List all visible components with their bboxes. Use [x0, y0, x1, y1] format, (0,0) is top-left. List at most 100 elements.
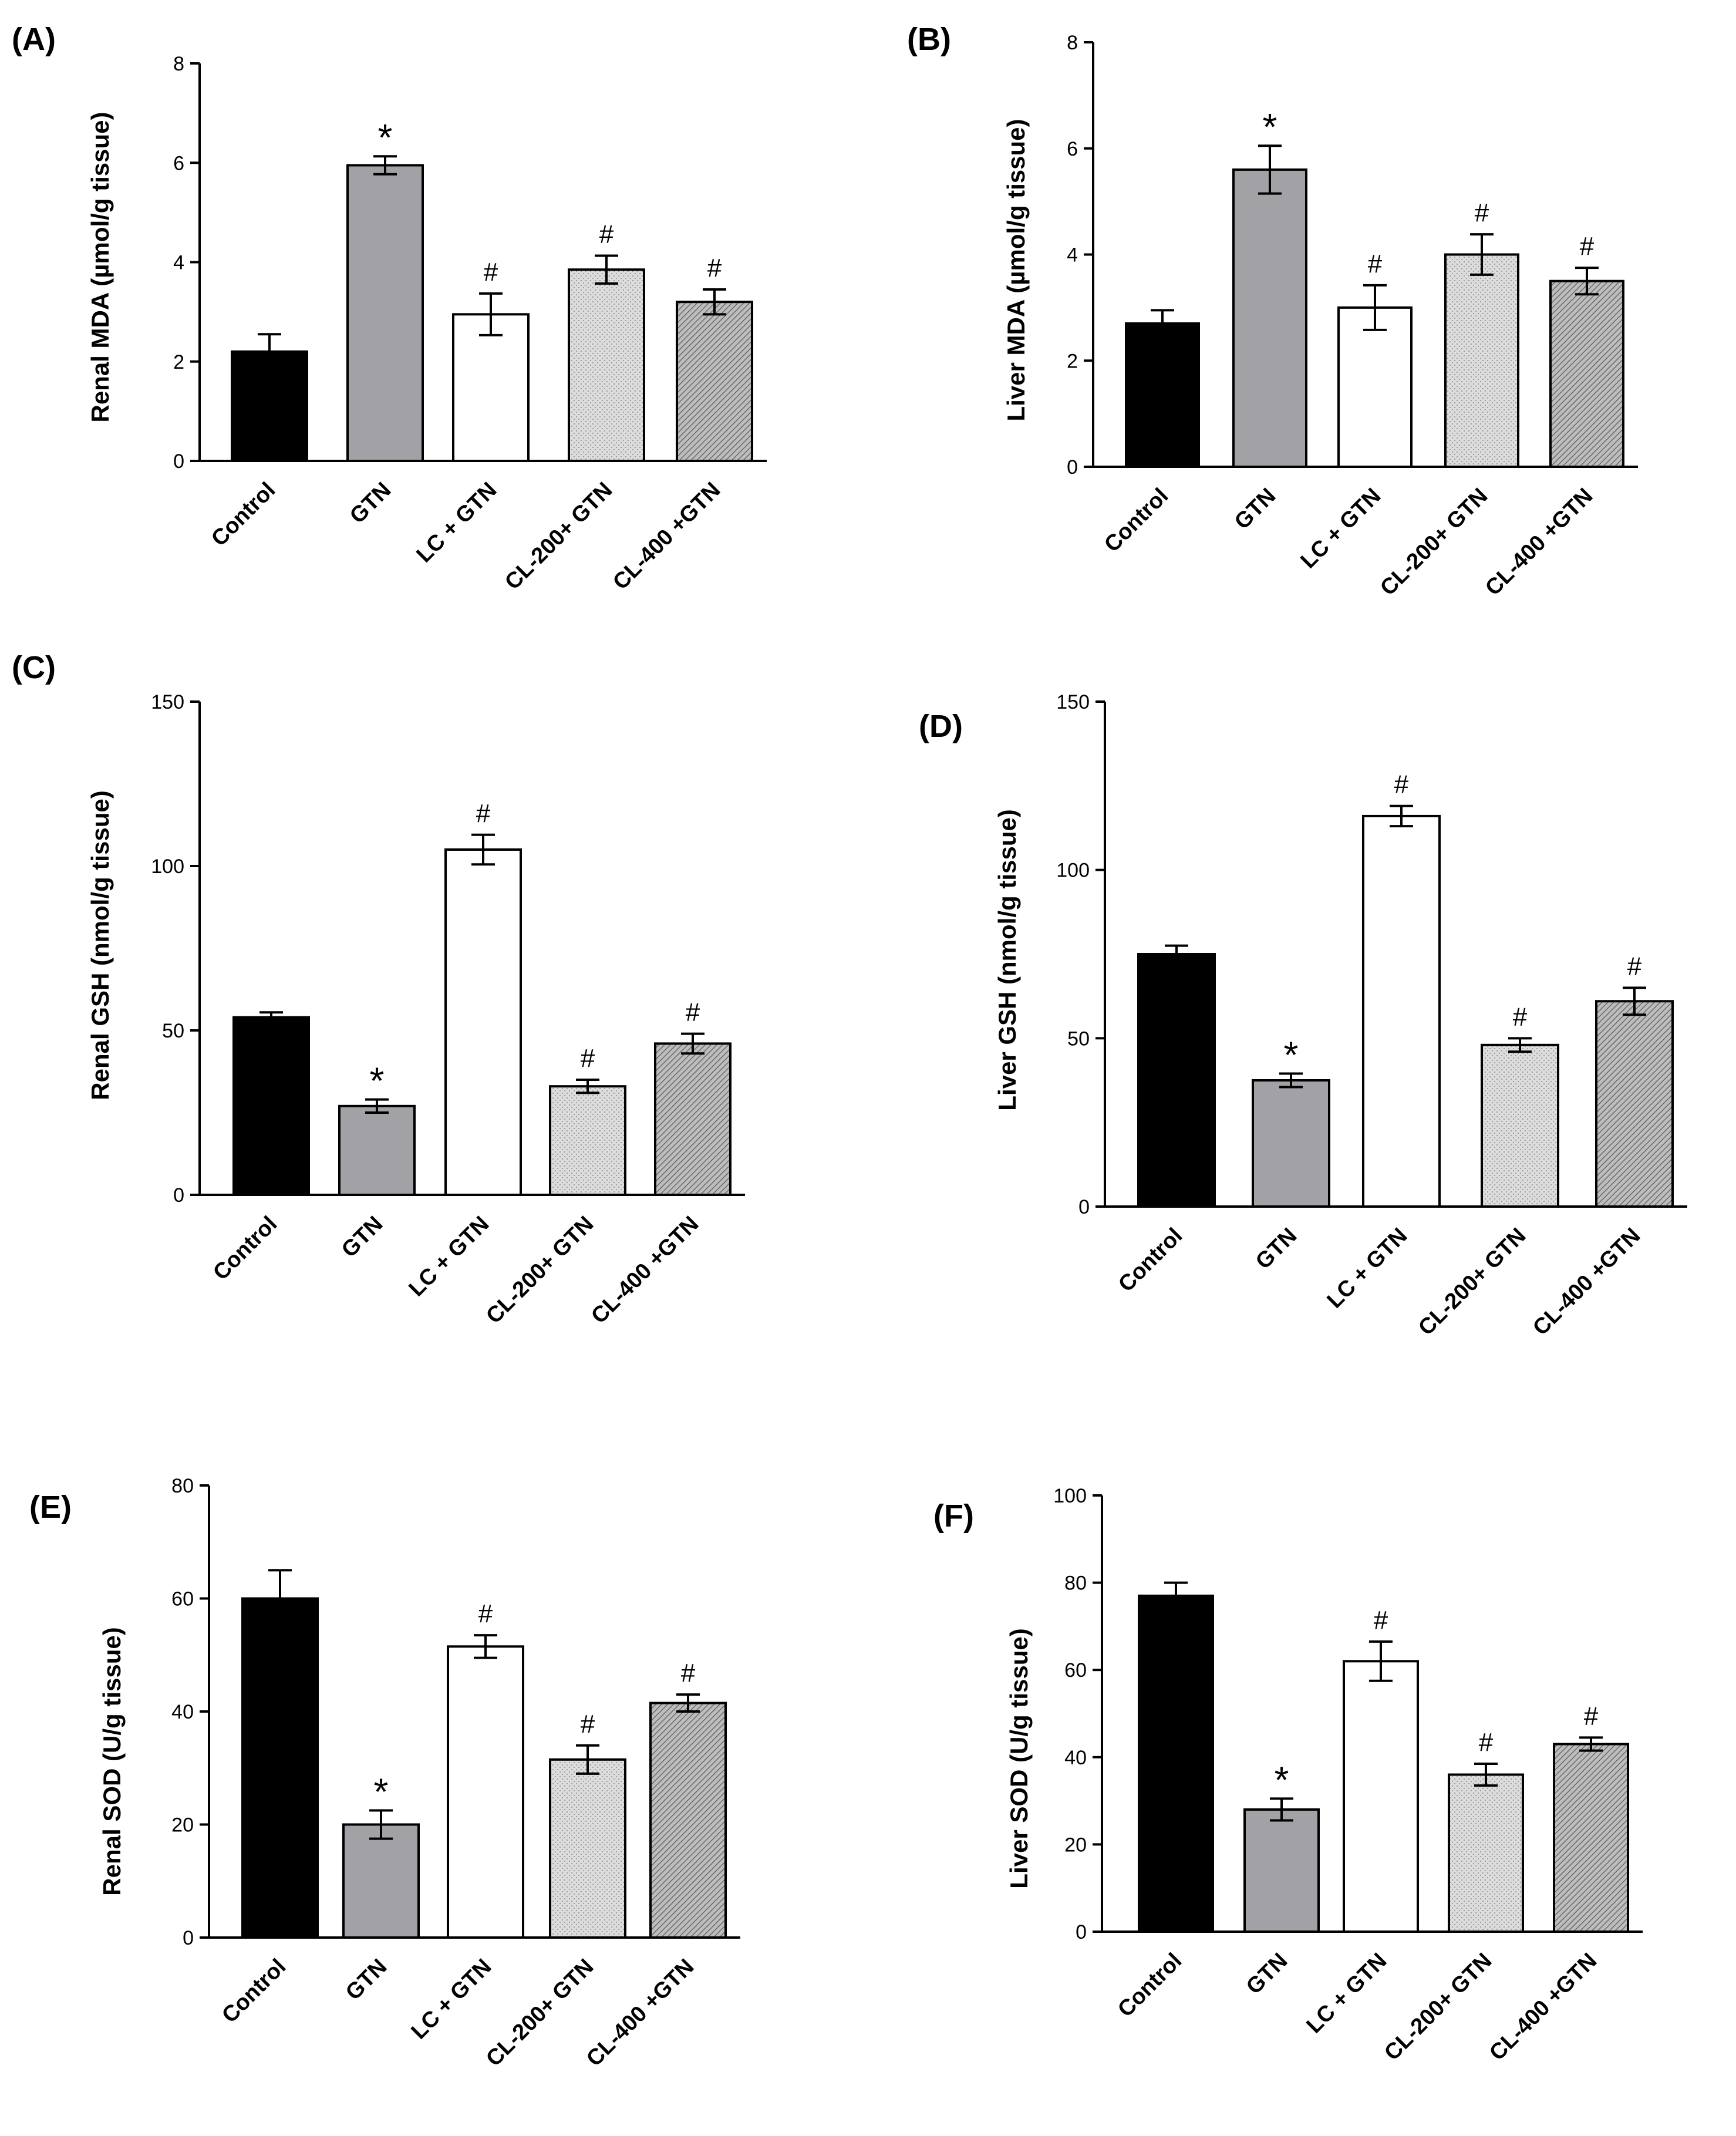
panel-f-y-tick-label: 60 — [1064, 1659, 1087, 1682]
panel-e-y-tick-label: 0 — [183, 1927, 194, 1949]
panel-b-error-bar-gtn — [1258, 144, 1282, 195]
panel-a-bars: * # # # — [231, 116, 753, 463]
panel-f-liver-sod-chart: (F) Liver SOD (U/g tissue) 020406080100 … — [933, 1485, 1643, 2066]
panel-a-label: (A) — [12, 22, 56, 57]
panel-a-significance-cl200-gtn: # — [599, 220, 614, 248]
panel-a-bar-lc-gtn — [452, 313, 530, 463]
panel-f-category-label-cl200-gtn: CL-200+ GTN — [1380, 1949, 1496, 2066]
panel-c-error-bar-cl200-gtn — [576, 1079, 599, 1094]
panel-c-category-label-lc-gtn: LC + GTN — [404, 1212, 494, 1302]
panel-e-significance-gtn: * — [374, 1770, 389, 1812]
panel-c-significance-lc-gtn: # — [476, 799, 491, 828]
panel-a-category-label-lc-gtn: LC + GTN — [412, 478, 501, 568]
panel-d-category-label-cl400-gtn: CL-400 +GTN — [1528, 1224, 1645, 1340]
panel-a-y-axis-label: Renal MDA (µmol/g tissue) — [86, 112, 114, 422]
panel-d-significance-cl200-gtn: # — [1513, 1002, 1528, 1031]
panel-b-bar-lc-gtn — [1337, 306, 1413, 468]
panel-d-significance-lc-gtn: # — [1394, 770, 1409, 799]
panel-f-error-bar-lc-gtn — [1369, 1640, 1393, 1682]
panel-c-bar-lc-gtn — [444, 848, 522, 1196]
panel-d-error-bar-cl200-gtn — [1508, 1037, 1532, 1053]
panel-f-category-label-lc-gtn: LC + GTN — [1302, 1949, 1391, 2039]
panel-e-y-tick-label: 40 — [171, 1701, 194, 1723]
panel-b-significance-lc-gtn: # — [1368, 250, 1383, 278]
panel-c-error-bar-control — [259, 1011, 283, 1023]
panel-d-significance-cl400-gtn: # — [1627, 952, 1642, 981]
panel-e-category-label-cl400-gtn: CL-400 +GTN — [582, 1955, 699, 2071]
panel-d-category-label-lc-gtn: LC + GTN — [1322, 1224, 1412, 1313]
panel-c-significance-cl400-gtn: # — [686, 998, 700, 1027]
panel-f-y-tick-label: 20 — [1064, 1834, 1087, 1856]
panel-e-y-tick-label: 80 — [171, 1475, 194, 1497]
panel-f-bars: * # # # — [1138, 1581, 1629, 1933]
panel-d-y-tick-label: 150 — [1056, 691, 1090, 713]
panel-c-y-tick-label: 100 — [151, 855, 184, 878]
panel-a-category-label-cl400-gtn: CL-400 +GTN — [608, 478, 725, 595]
panel-f-significance-cl200-gtn: # — [1479, 1728, 1494, 1757]
panel-b-category-label-cl200-gtn: CL-200+ GTN — [1376, 484, 1492, 601]
panel-a-y-tick-label: 6 — [173, 152, 184, 174]
panel-e-category-label-control: Control — [217, 1955, 291, 2028]
panel-e-bar-cl400-gtn — [649, 1702, 727, 1939]
panel-a-category-label-control: Control — [207, 478, 280, 551]
panel-b-liver-mda-chart: (B) Liver MDA (µmol/g tissue) 0 2 4 6 8 * # # #… — [907, 22, 1638, 601]
panel-d-y-tick-label: 0 — [1078, 1196, 1090, 1218]
panel-a-significance-lc-gtn: # — [484, 258, 498, 287]
panel-a-significance-gtn: * — [378, 116, 393, 159]
panel-b-significance-cl400-gtn: # — [1580, 232, 1595, 261]
panel-d-bar-cl200-gtn — [1481, 1043, 1559, 1208]
panel-c-error-bar-cl400-gtn — [681, 1032, 704, 1055]
panel-f-significance-lc-gtn: # — [1374, 1606, 1388, 1635]
panel-f-error-bar-cl400-gtn — [1579, 1736, 1603, 1752]
panel-c-y-tick-label: 0 — [173, 1184, 184, 1207]
panel-e-category-label-cl200-gtn: CL-200+ GTN — [481, 1955, 598, 2071]
panel-f-error-bar-gtn — [1270, 1797, 1293, 1822]
panel-b-y-axis-label: Liver MDA (µmol/g tissue) — [1002, 119, 1030, 421]
panel-e-bar-gtn — [342, 1823, 420, 1939]
panel-b-category-label-control: Control — [1100, 484, 1173, 557]
panel-e-bar-lc-gtn — [447, 1645, 524, 1939]
panel-b-bar-cl400-gtn — [1549, 279, 1624, 468]
panel-e-error-bar-lc-gtn — [474, 1634, 497, 1659]
panel-d-error-bar-control — [1165, 944, 1188, 964]
panel-d-liver-gsh-chart: (D) Liver GSH (nmol/g tissue) 050100150 … — [919, 691, 1687, 1340]
panel-a-y-tick-label: 8 — [173, 53, 184, 75]
panel-e-bar-control — [241, 1597, 319, 1939]
panel-e-bars: * # # # — [241, 1569, 727, 1939]
panel-d-category-label-gtn: GTN — [1251, 1224, 1302, 1274]
panel-f-category-label-gtn: GTN — [1242, 1949, 1292, 1999]
panel-c-category-label-control: Control — [208, 1212, 282, 1285]
panel-a-renal-mda-chart: (A) Renal MDA (µmol/g tissue) 0 2 4 6 8 * # # #… — [12, 22, 767, 595]
panel-f-bar-cl400-gtn — [1553, 1743, 1629, 1933]
panel-d-bar-control — [1137, 953, 1216, 1208]
panel-c-error-bar-gtn — [365, 1098, 389, 1114]
panel-b-bar-gtn — [1232, 168, 1307, 468]
panel-f-y-tick-label: 0 — [1076, 1921, 1087, 1943]
panel-d-error-bar-lc-gtn — [1390, 804, 1413, 828]
panel-a-y-tick-label: 0 — [173, 450, 184, 473]
panel-b-bar-cl200-gtn — [1444, 253, 1519, 468]
panel-e-label: (E) — [29, 1490, 72, 1525]
panel-a-error-bar-gtn — [373, 155, 397, 176]
panel-b-y-tick-label: 4 — [1067, 244, 1078, 267]
panel-c-bar-cl400-gtn — [654, 1042, 732, 1197]
panel-e-error-bar-cl400-gtn — [676, 1693, 700, 1713]
panel-c-renal-gsh-chart: (C) Renal GSH (nmol/g tissue) 050100150 … — [12, 650, 745, 1329]
panel-c-error-bar-lc-gtn — [471, 833, 495, 866]
panel-e-y-tick-label: 20 — [171, 1814, 194, 1837]
panel-a-significance-cl400-gtn: # — [707, 254, 722, 282]
panel-f-bar-control — [1138, 1594, 1214, 1933]
panel-e-renal-sod-chart: (E) Renal SOD (U/g tissue) 0 20 40 60 80 * # #… — [29, 1475, 740, 2071]
panel-f-bar-cl200-gtn — [1448, 1773, 1524, 1933]
panel-c-category-label-cl400-gtn: CL-400 +GTN — [586, 1212, 703, 1329]
panel-f-bar-gtn — [1243, 1808, 1320, 1933]
panel-b-bar-control — [1125, 322, 1200, 468]
panel-e-y-tick-label: 60 — [171, 1588, 194, 1611]
panel-c-label: (C) — [12, 650, 56, 685]
panel-b-y-tick-label: 2 — [1067, 350, 1078, 372]
panel-d-category-label-control: Control — [1114, 1224, 1187, 1297]
panel-e-y-axis-label: Renal SOD (U/g tissue) — [98, 1627, 126, 1895]
panel-b-error-bar-lc-gtn — [1363, 284, 1387, 331]
